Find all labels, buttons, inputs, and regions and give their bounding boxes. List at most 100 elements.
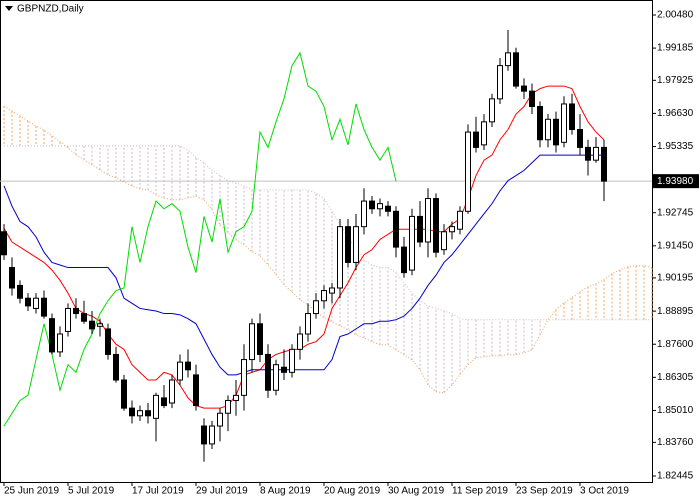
candle-body [121, 379, 127, 409]
candle-body [553, 118, 559, 146]
x-tick-label: 3 Oct 2019 [580, 486, 629, 497]
candle-body [257, 323, 263, 355]
y-tick-label: 1.91450 [657, 240, 694, 251]
candle-body [361, 200, 367, 228]
candle-body [313, 300, 319, 315]
plot-frame [0, 0, 653, 483]
candle [217, 408, 223, 442]
candle [153, 392, 159, 442]
candle-body [185, 361, 191, 371]
candle [249, 318, 255, 373]
candle [17, 280, 23, 304]
candle [185, 349, 191, 378]
candle [529, 83, 535, 115]
candle [73, 298, 79, 319]
candle [41, 290, 47, 319]
candle-body [409, 215, 415, 271]
candle [169, 374, 175, 409]
candle [137, 405, 143, 421]
candle-body [209, 425, 215, 445]
candle-body [505, 52, 511, 67]
cloud-boundary [4, 145, 652, 321]
candle-body [449, 226, 455, 233]
candle [465, 124, 471, 214]
candle [585, 139, 591, 176]
candle [1, 224, 7, 260]
y-tick-label: 2.00480 [657, 10, 694, 21]
y-tick-label: 1.85010 [657, 405, 694, 416]
candle [561, 96, 567, 148]
candle [513, 47, 519, 89]
x-tick-label: 11 Sep 2019 [452, 486, 508, 497]
x-tick-label: 23 Sep 2019 [516, 486, 573, 497]
candle [241, 344, 247, 411]
candle-body [569, 103, 575, 131]
candle-body [561, 103, 567, 143]
candle [121, 374, 127, 411]
candle-body [217, 412, 223, 427]
candle-body [537, 106, 543, 141]
candle-body [49, 318, 55, 353]
candle-body [25, 297, 31, 307]
indicator-line [3, 154, 604, 376]
candle-body [577, 129, 583, 148]
candle-body [497, 65, 503, 100]
candle-body [369, 200, 375, 210]
candle [481, 114, 487, 150]
candle [521, 78, 527, 99]
candle-body [105, 328, 111, 355]
candle-body [489, 98, 495, 123]
candle-body [353, 226, 359, 263]
candle-body [145, 410, 151, 417]
candle [145, 403, 151, 424]
candle [81, 300, 87, 324]
indicator-line [3, 51, 397, 427]
candle [105, 323, 111, 360]
candle-body [1, 231, 7, 256]
candle [313, 293, 319, 319]
candle [57, 326, 63, 358]
candle [545, 114, 551, 148]
candle [65, 303, 71, 337]
candle [537, 101, 543, 148]
candle [113, 346, 119, 383]
candle [161, 385, 167, 409]
candle [321, 285, 327, 309]
candle-body [265, 353, 271, 391]
candle-body [33, 297, 39, 309]
candle-body [289, 348, 295, 373]
candle-body [9, 267, 15, 289]
candle-body [513, 52, 519, 87]
candle [289, 344, 295, 378]
candle-body [601, 146, 607, 182]
candle-body [529, 90, 535, 108]
candle-body [97, 323, 103, 327]
candle-body [401, 246, 407, 274]
candle [553, 111, 559, 153]
candle [281, 349, 287, 381]
candle-body [281, 366, 287, 373]
candle [329, 282, 335, 304]
candle [337, 218, 343, 299]
candle [25, 293, 31, 311]
candle-body [249, 323, 255, 361]
y-tick-label: 1.92745 [657, 207, 694, 218]
candle [297, 326, 303, 360]
x-tick-label: 25 Jun 2019 [4, 486, 59, 497]
candle [473, 116, 479, 153]
candle [273, 359, 279, 396]
candle-body [89, 320, 95, 330]
candle [9, 257, 15, 296]
x-tick-label: 5 Jul 2019 [68, 486, 115, 497]
candle-body [177, 361, 183, 381]
candle-body [593, 146, 599, 161]
candle [33, 293, 39, 314]
candle-body [441, 231, 447, 251]
candle-body [201, 425, 207, 445]
candle-body [153, 394, 159, 419]
candle [129, 400, 135, 424]
candle [577, 114, 583, 156]
x-tick-label: 29 Jul 2019 [196, 486, 248, 497]
candle [497, 57, 503, 104]
